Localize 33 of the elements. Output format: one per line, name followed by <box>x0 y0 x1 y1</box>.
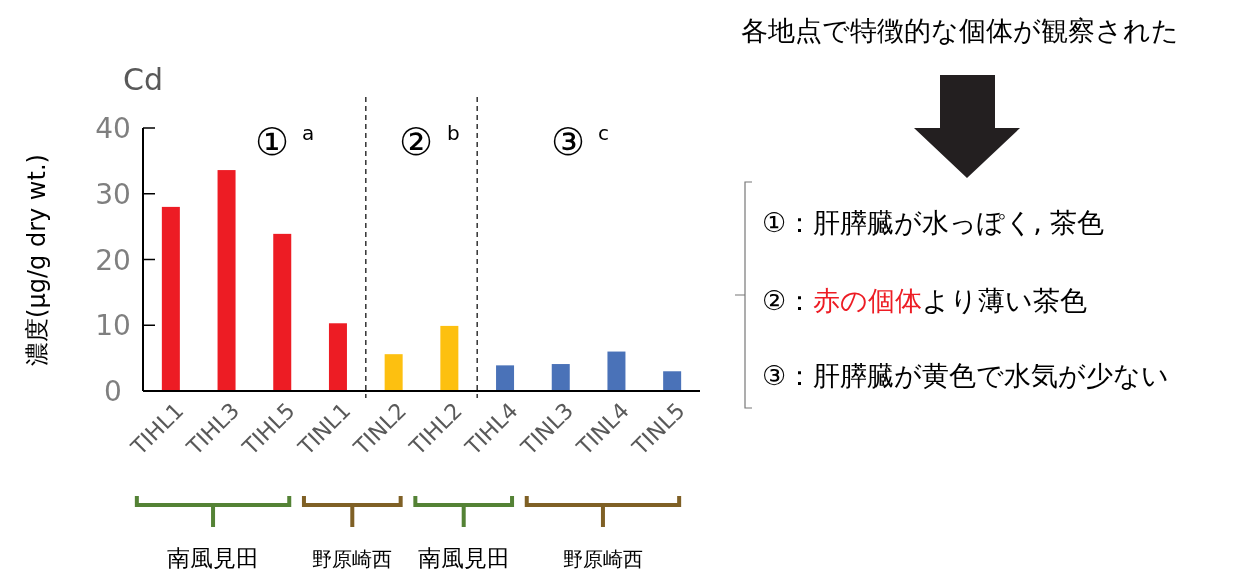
bar <box>161 206 180 391</box>
text: 各地点で特徴的な個体が観察された <box>741 15 1179 46</box>
bar <box>217 170 236 391</box>
annotation: a <box>302 121 315 145</box>
annotation: b <box>447 121 460 145</box>
annotation: ③ <box>550 120 586 164</box>
bar <box>551 364 570 391</box>
bar <box>607 351 626 391</box>
text: ③：肝膵臓が黄色で水気が少ない <box>762 360 1170 391</box>
bar <box>273 233 292 391</box>
text: 野原崎西 <box>562 547 643 571</box>
bar <box>496 365 515 391</box>
text: 南風見田 <box>417 545 510 571</box>
bar <box>440 325 459 391</box>
y-tick-label: 30 <box>95 177 131 211</box>
chart-title: Cd <box>123 62 163 97</box>
annotation: ① <box>254 120 290 164</box>
bar <box>663 371 682 391</box>
y-tick-label: 0 <box>104 375 122 408</box>
annotation: ② <box>398 120 434 164</box>
text: ②： <box>762 285 814 316</box>
text: ①：肝膵臓が水っぽく, 茶色 <box>762 207 1105 238</box>
annotation: c <box>598 121 609 145</box>
y-axis-title: 濃度(μg/g dry wt.) <box>23 154 51 366</box>
text: 赤の個体 <box>813 285 923 316</box>
y-tick-label: 10 <box>95 309 131 343</box>
text: 南風見田 <box>167 545 260 571</box>
y-tick-label: 40 <box>95 112 131 145</box>
bar <box>328 323 347 391</box>
y-tick-label: 20 <box>95 243 131 277</box>
text: より薄い茶色 <box>922 285 1088 316</box>
text: 野原崎西 <box>312 547 393 571</box>
bar <box>384 354 403 391</box>
